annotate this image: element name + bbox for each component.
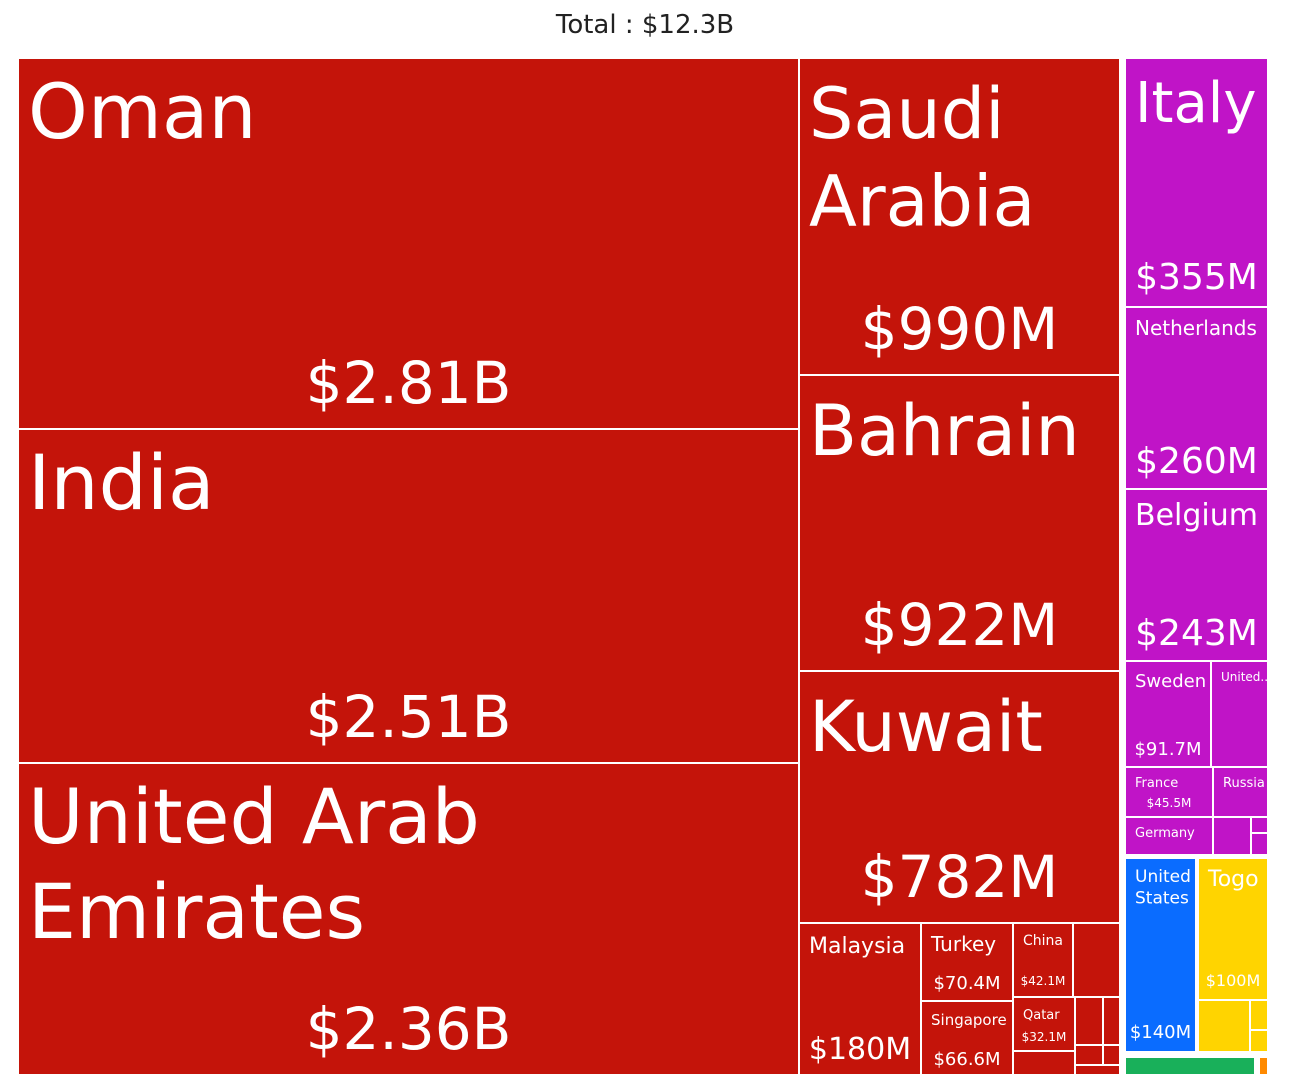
tile-germany[interactable] bbox=[1124, 816, 1214, 856]
tile-russia[interactable] bbox=[1212, 766, 1269, 818]
tile-label-united-arab-emirates: United Arab bbox=[28, 772, 480, 861]
tile-italy[interactable] bbox=[1124, 57, 1269, 308]
tile-minor-13[interactable] bbox=[1124, 1056, 1256, 1076]
chart-title: Total : $12.3B bbox=[555, 10, 735, 40]
tile-label-china: China bbox=[1023, 933, 1063, 949]
tile-france[interactable] bbox=[1124, 766, 1214, 818]
tile-value-china: $42.1M bbox=[1021, 974, 1066, 988]
tile-united-states[interactable] bbox=[1124, 857, 1197, 1053]
tile-value-togo: $100M bbox=[1206, 971, 1261, 990]
tile-label-united-states: States bbox=[1135, 888, 1189, 908]
tile-label-sweden: Sweden bbox=[1135, 671, 1206, 692]
tile-belgium[interactable] bbox=[1124, 488, 1269, 662]
tile-minor-0[interactable] bbox=[1072, 922, 1121, 998]
tile-minor-3[interactable] bbox=[1074, 1044, 1104, 1066]
tile-singapore[interactable] bbox=[920, 1000, 1014, 1076]
tile-label-malaysia: Malaysia bbox=[809, 934, 905, 959]
tile-saudi-arabia[interactable] bbox=[798, 57, 1121, 376]
tile-label-turkey: Turkey bbox=[930, 932, 996, 956]
tile-label-kuwait: Kuwait bbox=[809, 686, 1043, 768]
tile-minor-11[interactable] bbox=[1249, 999, 1269, 1031]
tile-value-belgium: $243M bbox=[1135, 613, 1258, 654]
tile-label-united-states: United bbox=[1135, 867, 1191, 887]
tile-minor-9[interactable] bbox=[1250, 832, 1269, 856]
tile-label-united: United... bbox=[1221, 670, 1272, 684]
tile-label-united-arab-emirates: Emirates bbox=[28, 867, 365, 956]
tile-malaysia[interactable] bbox=[798, 922, 922, 1076]
tile-minor-12[interactable] bbox=[1249, 1029, 1269, 1053]
tile-minor-2[interactable] bbox=[1102, 996, 1121, 1046]
tile-value-oman: $2.81B bbox=[306, 349, 512, 417]
tile-minor-10[interactable] bbox=[1197, 999, 1251, 1053]
tile-value-bahrain: $922M bbox=[861, 591, 1059, 659]
tile-label-netherlands: Netherlands bbox=[1135, 316, 1257, 340]
tile-label-russia: Russia bbox=[1223, 776, 1265, 791]
tile-value-india: $2.51B bbox=[306, 683, 512, 751]
tile-value-singapore: $66.6M bbox=[933, 1049, 1000, 1070]
tile-netherlands[interactable] bbox=[1124, 306, 1269, 490]
tile-value-united-states: $140M bbox=[1130, 1022, 1191, 1043]
tile-label-saudi-arabia: Saudi bbox=[809, 73, 1005, 155]
tile-minor-8[interactable] bbox=[1250, 816, 1269, 834]
tile-minor-14[interactable] bbox=[1258, 1056, 1269, 1076]
tile-label-france: France bbox=[1135, 776, 1178, 791]
tile-minor-6[interactable] bbox=[1012, 1050, 1076, 1076]
tile-value-kuwait: $782M bbox=[861, 843, 1059, 911]
tile-united-arab-emirates[interactable] bbox=[17, 762, 800, 1076]
tile-value-united-arab-emirates: $2.36B bbox=[306, 995, 512, 1063]
tile-minor-5[interactable] bbox=[1074, 1064, 1121, 1076]
tile-india[interactable] bbox=[17, 428, 800, 764]
tile-label-oman: Oman bbox=[28, 67, 257, 156]
tile-minor-1[interactable] bbox=[1074, 996, 1104, 1046]
tile-label-bahrain: Bahrain bbox=[809, 390, 1080, 472]
tile-china[interactable] bbox=[1012, 922, 1074, 998]
tile-minor-4[interactable] bbox=[1102, 1044, 1121, 1066]
tile-value-italy: $355M bbox=[1135, 257, 1258, 298]
tile-value-france: $45.5M bbox=[1147, 796, 1192, 810]
tile-sweden[interactable] bbox=[1124, 660, 1212, 768]
tile-label-singapore: Singapore bbox=[931, 1011, 1007, 1029]
tile-label-saudi-arabia: Arabia bbox=[809, 161, 1035, 243]
tile-value-turkey: $70.4M bbox=[933, 973, 1000, 994]
tile-united[interactable] bbox=[1210, 660, 1269, 768]
tile-label-india: India bbox=[28, 438, 215, 527]
tile-value-netherlands: $260M bbox=[1135, 441, 1258, 482]
tile-value-saudi-arabia: $990M bbox=[861, 295, 1059, 363]
tile-minor-7[interactable] bbox=[1212, 816, 1252, 856]
tile-oman[interactable] bbox=[17, 57, 800, 430]
tile-label-belgium: Belgium bbox=[1135, 498, 1258, 533]
tile-turkey[interactable] bbox=[920, 922, 1014, 1002]
tile-label-qatar: Qatar bbox=[1023, 1008, 1060, 1023]
tile-value-malaysia: $180M bbox=[809, 1032, 911, 1067]
tile-label-togo: Togo bbox=[1207, 867, 1259, 892]
tile-value-qatar: $32.1M bbox=[1022, 1030, 1067, 1044]
tile-label-germany: Germany bbox=[1135, 826, 1195, 841]
tile-label-italy: Italy bbox=[1135, 71, 1257, 136]
tile-value-sweden: $91.7M bbox=[1134, 739, 1201, 760]
